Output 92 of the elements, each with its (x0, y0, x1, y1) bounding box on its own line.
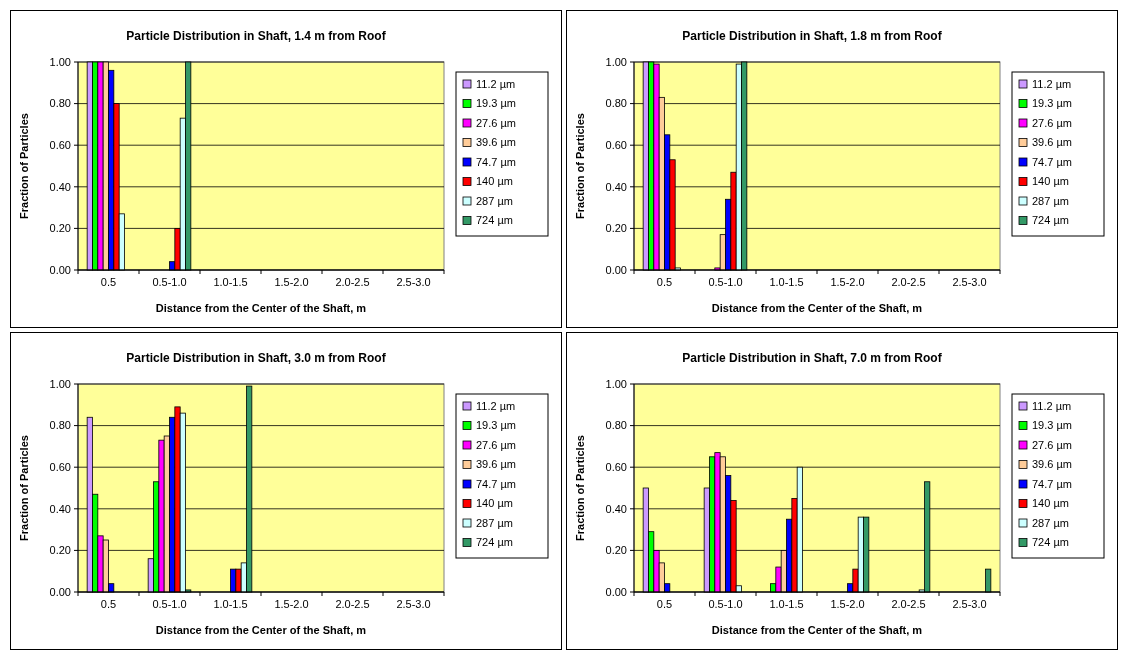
y-tick-label: 1.00 (49, 55, 71, 68)
y-tick-label: 0.80 (49, 97, 71, 110)
x-tick-label: 0.5-1.0 (708, 598, 743, 610)
x-tick-label: 1.0-1.5 (769, 276, 804, 288)
legend-label: 287 µm (476, 194, 513, 207)
legend-label: 11.2 µm (1032, 399, 1072, 412)
legend-label: 74.7 µm (476, 477, 516, 490)
y-tick-label: 0.80 (605, 97, 627, 110)
chart-title: Particle Distribution in Shaft, 3.0 m from Roof (126, 351, 387, 365)
legend-label: 27.6 µm (1032, 438, 1072, 451)
x-tick-label: 1.0-1.5 (213, 598, 248, 610)
y-tick-label: 0.60 (49, 139, 71, 152)
legend-label: 11.2 µm (1032, 77, 1072, 90)
legend-label: 724 µm (1032, 214, 1069, 227)
legend-label: 19.3 µm (1032, 419, 1072, 432)
legend-label: 140 µm (476, 497, 513, 510)
chart-title: Particle Distribution in Shaft, 7.0 m from Roof (682, 351, 943, 365)
legend-label: 19.3 µm (476, 97, 516, 110)
y-tick-label: 0.60 (49, 461, 71, 474)
legend-label: 39.6 µm (1032, 136, 1072, 149)
y-tick-label: 0.00 (605, 585, 627, 598)
x-axis-title: Distance from the Center of the Shaft, m (155, 302, 367, 314)
legend-label: 39.6 µm (476, 136, 516, 149)
x-tick-label: 2.5-3.0 (396, 276, 431, 288)
legend-label: 287 µm (1032, 516, 1069, 529)
y-tick-label: 0.00 (49, 585, 71, 598)
legend-label: 27.6 µm (476, 116, 516, 129)
y-tick-label: 0.00 (49, 263, 71, 276)
legend-label: 140 µm (1032, 175, 1069, 188)
y-tick-label: 0.80 (605, 419, 627, 432)
legend-label: 27.6 µm (1032, 116, 1072, 129)
legend-label: 19.3 µm (1032, 97, 1072, 110)
y-tick-label: 0.40 (605, 180, 627, 193)
legend-label: 39.6 µm (476, 458, 516, 471)
x-tick-label: 2.0-2.5 (335, 276, 370, 288)
y-tick-label: 1.00 (605, 377, 627, 390)
y-tick-label: 1.00 (605, 55, 627, 68)
legend-label: 140 µm (476, 175, 513, 188)
x-tick-label: 2.0-2.5 (891, 276, 926, 288)
legend-label: 74.7 µm (476, 155, 516, 168)
legend-label: 287 µm (476, 516, 513, 529)
y-tick-label: 0.40 (49, 502, 71, 515)
y-tick-label: 0.40 (605, 502, 627, 515)
x-tick-label: 0.5-1.0 (152, 598, 187, 610)
x-tick-label: 2.0-2.5 (891, 598, 926, 610)
legend-label: 724 µm (1032, 536, 1069, 549)
legend-label: 39.6 µm (1032, 458, 1072, 471)
legend-label: 11.2 µm (476, 399, 516, 412)
x-axis-title: Distance from the Center of the Shaft, m (155, 624, 367, 636)
x-tick-label: 0.5-1.0 (708, 276, 743, 288)
y-tick-label: 0.80 (49, 419, 71, 432)
x-axis-title: Distance from the Center of the Shaft, m (711, 624, 923, 636)
y-axis-title: Fraction of Particles (574, 113, 586, 219)
y-tick-label: 0.20 (605, 222, 627, 235)
x-tick-label: 0.5 (100, 598, 117, 610)
x-tick-label: 2.0-2.5 (335, 598, 370, 610)
y-tick-label: 0.00 (605, 263, 627, 276)
legend-label: 11.2 µm (476, 77, 516, 90)
x-tick-label: 1.5-2.0 (830, 598, 865, 610)
chart-title: Particle Distribution in Shaft, 1.8 m from Roof (682, 29, 943, 43)
legend-label: 19.3 µm (476, 419, 516, 432)
x-axis-title: Distance from the Center of the Shaft, m (711, 302, 923, 314)
y-tick-label: 0.20 (605, 544, 627, 557)
x-tick-label: 1.5-2.0 (830, 276, 865, 288)
legend-label: 74.7 µm (1032, 477, 1072, 490)
y-axis-title: Fraction of Particles (18, 113, 30, 219)
x-tick-label: 2.5-3.0 (952, 598, 987, 610)
legend-label: 724 µm (476, 214, 513, 227)
legend-label: 724 µm (476, 536, 513, 549)
y-tick-label: 0.60 (605, 139, 627, 152)
x-tick-label: 1.0-1.5 (769, 598, 804, 610)
x-tick-label: 0.5-1.0 (152, 276, 187, 288)
y-tick-label: 0.20 (49, 222, 71, 235)
x-tick-label: 1.5-2.0 (274, 276, 309, 288)
y-tick-label: 0.40 (49, 180, 71, 193)
y-tick-label: 1.00 (49, 377, 71, 390)
legend-label: 27.6 µm (476, 438, 516, 451)
chart-title: Particle Distribution in Shaft, 1.4 m from Roof (126, 29, 387, 43)
x-tick-label: 1.0-1.5 (213, 276, 248, 288)
legend-label: 140 µm (1032, 497, 1069, 510)
x-tick-label: 0.5 (656, 276, 673, 288)
x-tick-label: 0.5 (100, 276, 117, 288)
y-tick-label: 0.20 (49, 544, 71, 557)
x-tick-label: 2.5-3.0 (952, 276, 987, 288)
y-tick-label: 0.60 (605, 461, 627, 474)
y-axis-title: Fraction of Particles (18, 435, 30, 541)
legend-label: 74.7 µm (1032, 155, 1072, 168)
x-tick-label: 1.5-2.0 (274, 598, 309, 610)
x-tick-label: 0.5 (656, 598, 673, 610)
legend-label: 287 µm (1032, 194, 1069, 207)
y-axis-title: Fraction of Particles (574, 435, 586, 541)
x-tick-label: 2.5-3.0 (396, 598, 431, 610)
